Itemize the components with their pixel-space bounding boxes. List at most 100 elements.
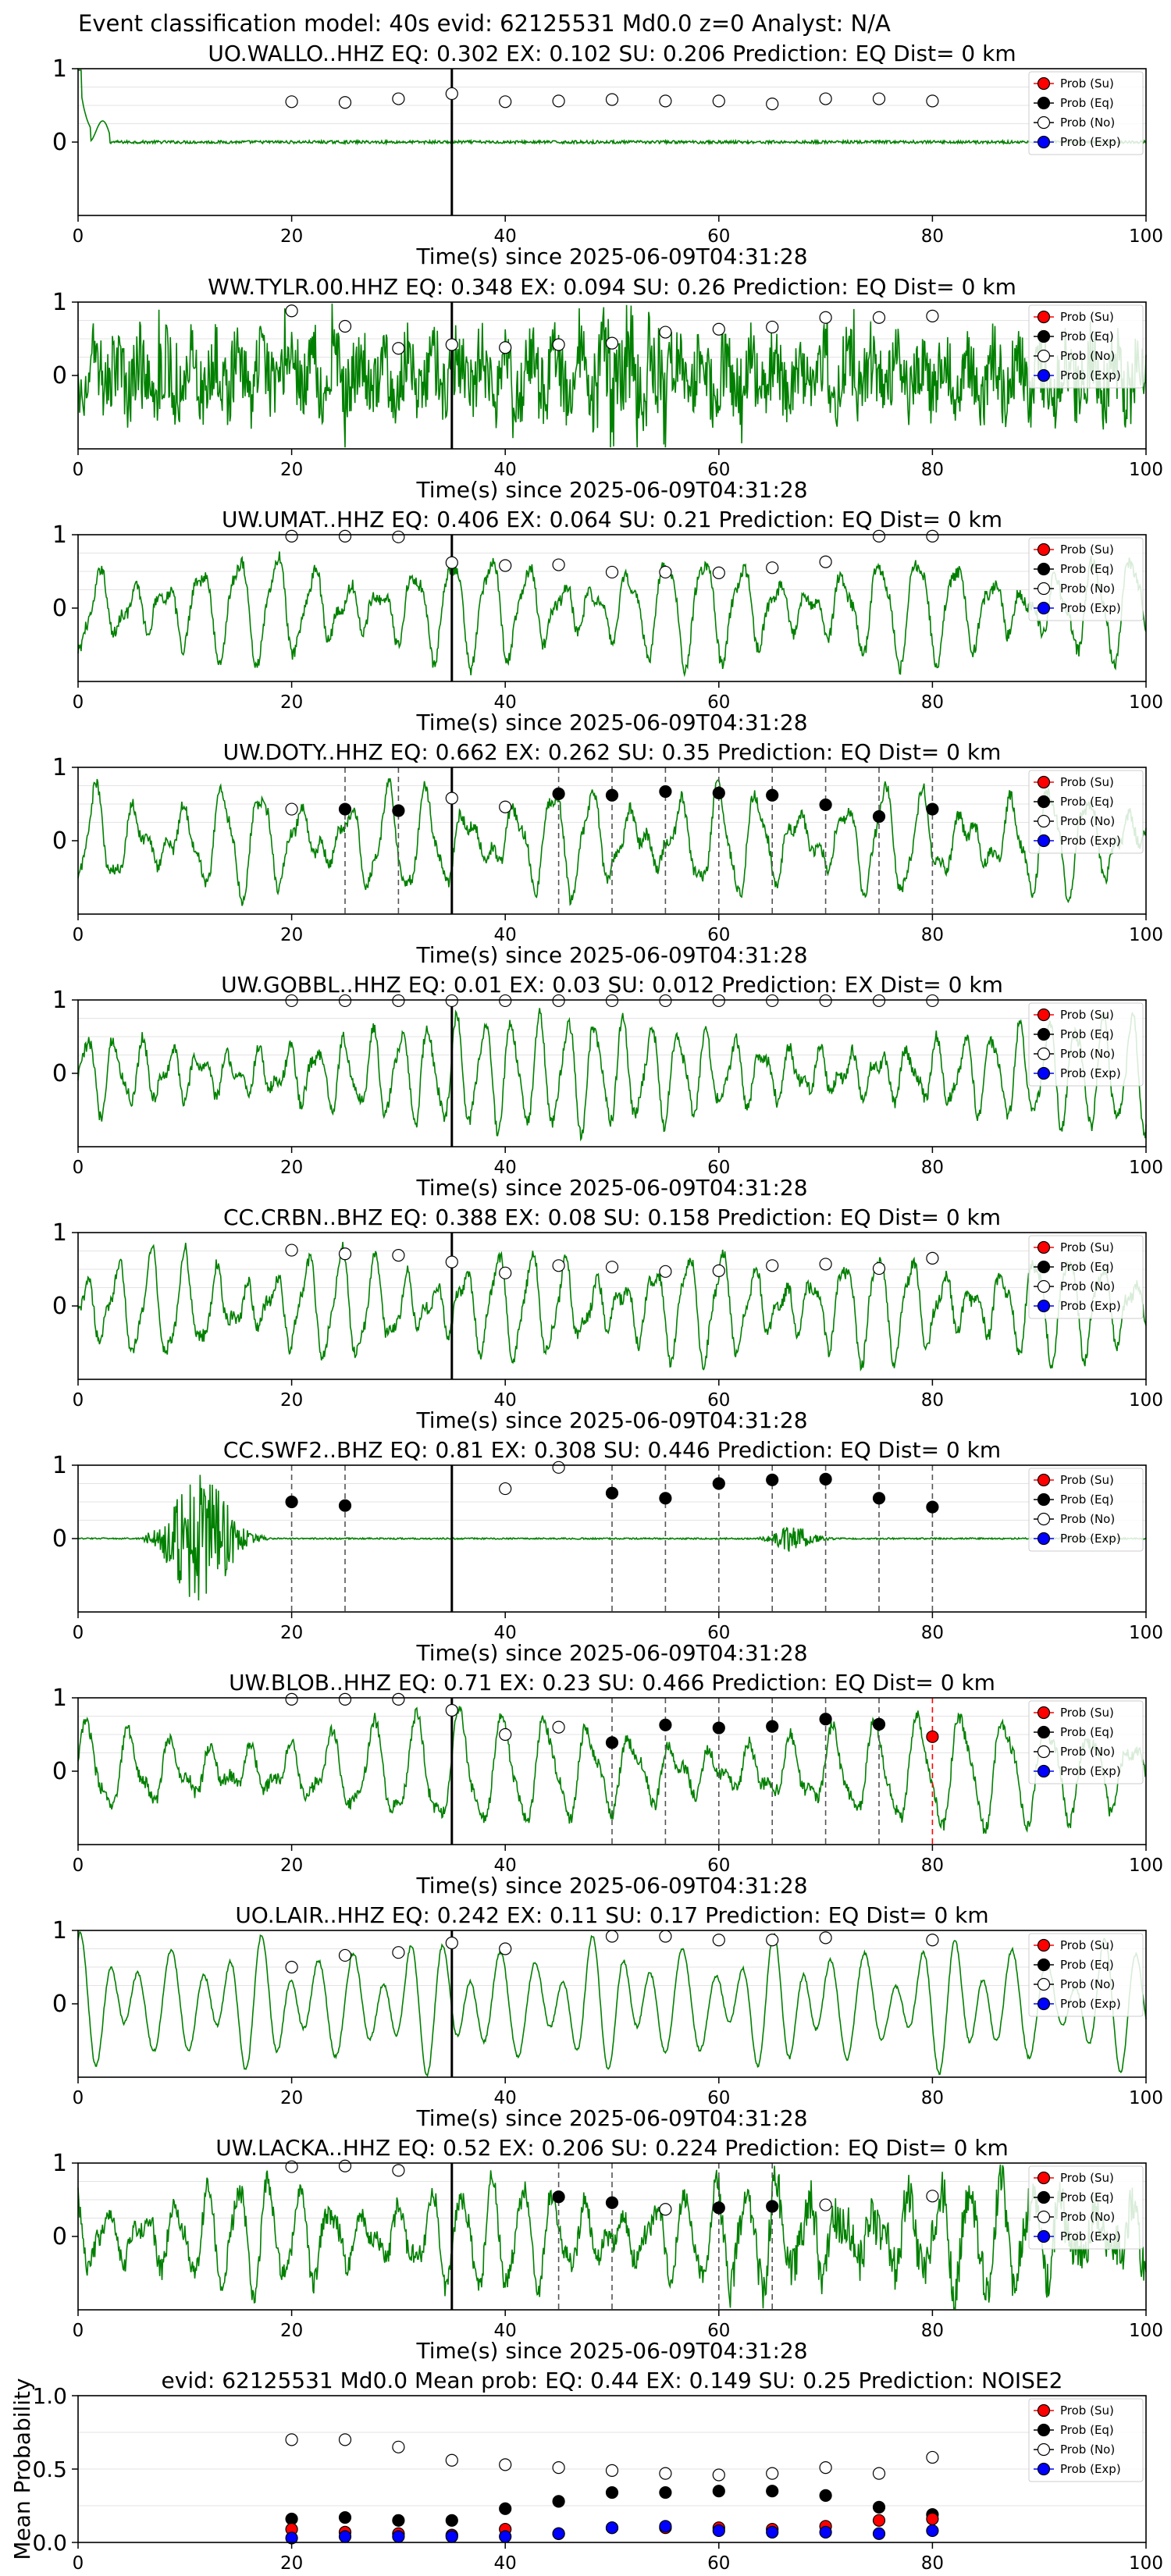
x-axis-label: Time(s) since 2025-06-09T04:31:28: [415, 1407, 807, 1433]
prob-no-point: [766, 320, 779, 334]
prob-no-point: [552, 1461, 565, 1474]
prob-no-point: [605, 1930, 619, 1943]
legend-frame: [1028, 770, 1144, 854]
prob-eq-point: [872, 1717, 886, 1731]
legend-label: Prob (Eq): [1060, 2190, 1114, 2204]
prob-no-point: [445, 87, 458, 101]
legend-marker: [1037, 2403, 1051, 2418]
legend: Prob (Su) Prob (Eq) Prob (No) Prob (Exp): [1028, 1002, 1144, 1087]
x-tick-label: 40: [494, 226, 517, 247]
prob-no-point: [659, 94, 672, 108]
prob-no-point: [285, 2433, 298, 2446]
y-tick-label: 0: [52, 2223, 67, 2250]
y-tick-label: 0: [52, 1293, 67, 1320]
legend-label: Prob (Exp): [1060, 2229, 1121, 2243]
y-tick-label: 0: [52, 362, 67, 390]
legend-label: Prob (Eq): [1060, 1725, 1114, 1739]
legend-label: Prob (Su): [1060, 775, 1114, 789]
x-tick-label: 80: [921, 692, 944, 713]
x-axis-label: Time(s) since 2025-06-09T04:31:28: [415, 1175, 807, 1201]
prob-no-point: [659, 565, 672, 579]
x-tick-label: 60: [707, 2321, 730, 2341]
y-tick-label: 0: [52, 1525, 67, 1553]
legend-marker: [1037, 2171, 1051, 2185]
prob-no-point: [712, 94, 725, 108]
x-tick-label: 0: [73, 925, 84, 945]
prob-no-point: [338, 2433, 352, 2446]
prob-exp-point: [392, 2530, 405, 2543]
legend-label: Prob (No): [1060, 2210, 1115, 2224]
prob-exp-point: [926, 2524, 939, 2538]
legend-label: Prob (Eq): [1060, 795, 1114, 809]
legend-marker: [1037, 2190, 1051, 2204]
legend-label: Prob (Exp): [1060, 834, 1121, 848]
prob-no-point: [659, 1930, 672, 1943]
prob-exp-point: [712, 2524, 725, 2538]
legend-label: Prob (Exp): [1060, 135, 1121, 149]
prob-eq-point: [766, 1473, 779, 1486]
legend-marker: [1037, 1027, 1051, 1041]
legend-label: Prob (Su): [1060, 1706, 1114, 1720]
prob-no-point: [712, 2468, 725, 2482]
prob-eq-point: [819, 1472, 832, 1485]
prob-no-point: [605, 1261, 619, 1274]
legend-label: Prob (Exp): [1060, 1066, 1121, 1080]
prob-no-point: [605, 565, 619, 579]
legend-label: Prob (Eq): [1060, 2423, 1114, 2437]
prob-no-point: [285, 529, 298, 543]
legend-label: Prob (Exp): [1060, 1532, 1121, 1546]
prob-no-point: [285, 304, 298, 318]
x-tick-label: 80: [921, 1390, 944, 1411]
prob-no-point: [392, 1249, 405, 1262]
panel-title: WW.TYLR.00.HHZ EQ: 0.348 EX: 0.094 SU: 0…: [208, 274, 1016, 300]
legend: Prob (Su) Prob (Eq) Prob (No) Prob (Exp): [1028, 1235, 1144, 1319]
prob-eq-point: [499, 2502, 512, 2515]
prob-no-point: [712, 322, 725, 336]
x-tick-label: 40: [494, 1623, 517, 1643]
legend-label: Prob (Exp): [1060, 1997, 1121, 2011]
prob-no-point: [712, 566, 725, 579]
waveform-trace: [77, 551, 1147, 678]
prob-no-point: [338, 1247, 352, 1261]
x-tick-label: 40: [494, 1390, 517, 1411]
legend-label: Prob (Exp): [1060, 1299, 1121, 1313]
legend-label: Prob (Su): [1060, 2403, 1114, 2418]
prob-eq-point: [552, 2495, 565, 2508]
x-tick-label: 40: [494, 2321, 517, 2341]
legend-marker: [1037, 1725, 1051, 1739]
prob-no-point: [712, 1934, 725, 1947]
prob-no-point: [819, 311, 832, 324]
waveform-trace: [78, 69, 1147, 146]
prob-no-point: [552, 1720, 565, 1734]
prob-eq-point: [712, 786, 725, 800]
legend-marker: [1037, 1512, 1051, 1526]
prob-no-point: [926, 2450, 939, 2464]
legend-frame: [1028, 71, 1144, 155]
waveform-trace: [77, 1008, 1147, 1142]
x-tick-label: 80: [921, 2321, 944, 2341]
legend-marker: [1037, 562, 1051, 576]
x-tick-label: 20: [280, 1856, 303, 1876]
prob-no-point: [445, 994, 458, 1008]
prob-no-point: [285, 802, 298, 816]
prob-no-point: [338, 96, 352, 109]
prob-exp-point: [819, 2525, 832, 2539]
legend-marker: [1037, 814, 1051, 828]
legend-label: Prob (No): [1060, 1745, 1115, 1759]
x-tick-label: 0: [73, 460, 84, 480]
prob-eq-point: [605, 1486, 619, 1500]
axes-frame: [77, 1232, 1147, 1380]
prob-eq-point: [872, 1492, 886, 1505]
prob-no-point: [285, 1692, 298, 1706]
legend-label: Prob (No): [1060, 2443, 1115, 2457]
legend-marker: [1037, 2462, 1051, 2476]
prob-exp-point: [499, 2530, 512, 2543]
prob-no-point: [552, 558, 565, 571]
prob-su-point: [926, 1730, 939, 1743]
prob-no-point: [605, 93, 619, 106]
prob-no-point: [499, 1482, 512, 1496]
legend-label: Prob (Exp): [1060, 601, 1121, 615]
prob-no-point: [445, 1255, 458, 1268]
x-tick-label: 20: [280, 2553, 303, 2574]
